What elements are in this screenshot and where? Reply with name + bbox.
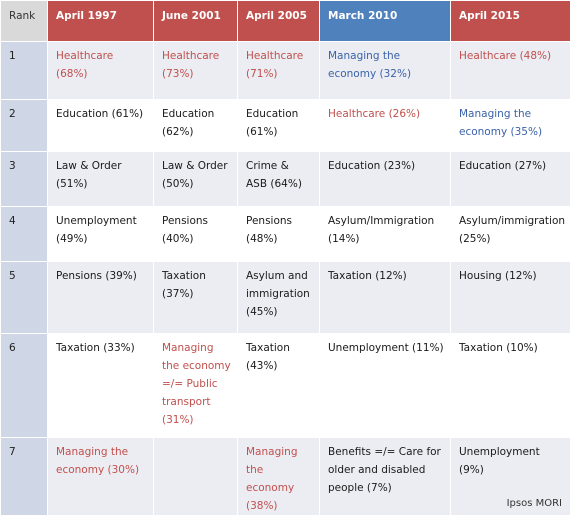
table-cell: Managing the economy =/= Public transpor…	[154, 334, 238, 438]
rank-cell: 7	[1, 438, 48, 516]
table-cell: Taxation (10%)	[451, 334, 570, 438]
table-cell: Benefits =/= Care for older and disabled…	[320, 438, 451, 516]
rank-cell: 2	[1, 100, 48, 152]
rank-cell: 1	[1, 42, 48, 100]
table-cell: Housing (12%)	[451, 262, 570, 334]
table-cell: Education (27%)	[451, 152, 570, 207]
table-cell: Managing the economy (35%)	[451, 100, 570, 152]
table-cell: Asylum and immigration (45%)	[238, 262, 320, 334]
table-cell: Education (61%)	[48, 100, 154, 152]
table-cell: Healthcare (68%)	[48, 42, 154, 100]
table-cell: Law & Order (50%)	[154, 152, 238, 207]
table-cell: Asylum/Immigration (14%)	[320, 207, 451, 262]
table-cell: Pensions (40%)	[154, 207, 238, 262]
table-cell: Taxation (43%)	[238, 334, 320, 438]
column-header-2010: March 2010	[320, 1, 451, 42]
table-cell: Unemployment (49%)	[48, 207, 154, 262]
rank-cell: 4	[1, 207, 48, 262]
table-cell: Education (23%)	[320, 152, 451, 207]
table-row: 5 Pensions (39%) Taxation (37%) Asylum a…	[1, 262, 570, 334]
table-cell: Education (61%)	[238, 100, 320, 152]
rank-header: Rank	[1, 1, 48, 42]
column-header-2015: April 2015	[451, 1, 570, 42]
table-row: 2 Education (61%) Education (62%) Educat…	[1, 100, 570, 152]
table-cell: Managing the economy (38%)	[238, 438, 320, 516]
table-cell: Education (62%)	[154, 100, 238, 152]
table-row: 1 Healthcare (68%) Healthcare (73%) Heal…	[1, 42, 570, 100]
table-cell: Healthcare (73%)	[154, 42, 238, 100]
rank-cell: 3	[1, 152, 48, 207]
table-cell	[154, 438, 238, 516]
table-cell: Asylum/immigration (25%)	[451, 207, 570, 262]
rank-cell: 5	[1, 262, 48, 334]
table-cell: Taxation (12%)	[320, 262, 451, 334]
table-row: 7 Managing the economy (30%) Managing th…	[1, 438, 570, 516]
column-header-2005: April 2005	[238, 1, 320, 42]
table-cell: Unemployment (11%)	[320, 334, 451, 438]
source-credit: Ipsos MORI	[507, 498, 562, 509]
table-cell: Healthcare (71%)	[238, 42, 320, 100]
table-cell: Pensions (48%)	[238, 207, 320, 262]
table-row: 3 Law & Order (51%) Law & Order (50%) Cr…	[1, 152, 570, 207]
table-cell: Crime & ASB (64%)	[238, 152, 320, 207]
table-cell: Managing the economy (32%)	[320, 42, 451, 100]
table-cell: Taxation (37%)	[154, 262, 238, 334]
header-row: Rank April 1997 June 2001 April 2005 Mar…	[1, 1, 570, 42]
table-cell: Healthcare (26%)	[320, 100, 451, 152]
table-row: 6 Taxation (33%) Managing the economy =/…	[1, 334, 570, 438]
table-cell: Pensions (39%)	[48, 262, 154, 334]
column-header-1997: April 1997	[48, 1, 154, 42]
rank-cell: 6	[1, 334, 48, 438]
table-cell: Law & Order (51%)	[48, 152, 154, 207]
table-cell: Managing the economy (30%)	[48, 438, 154, 516]
table-row: 4 Unemployment (49%) Pensions (40%) Pens…	[1, 207, 570, 262]
table-cell: Taxation (33%)	[48, 334, 154, 438]
column-header-2001: June 2001	[154, 1, 238, 42]
table-cell: Healthcare (48%)	[451, 42, 570, 100]
